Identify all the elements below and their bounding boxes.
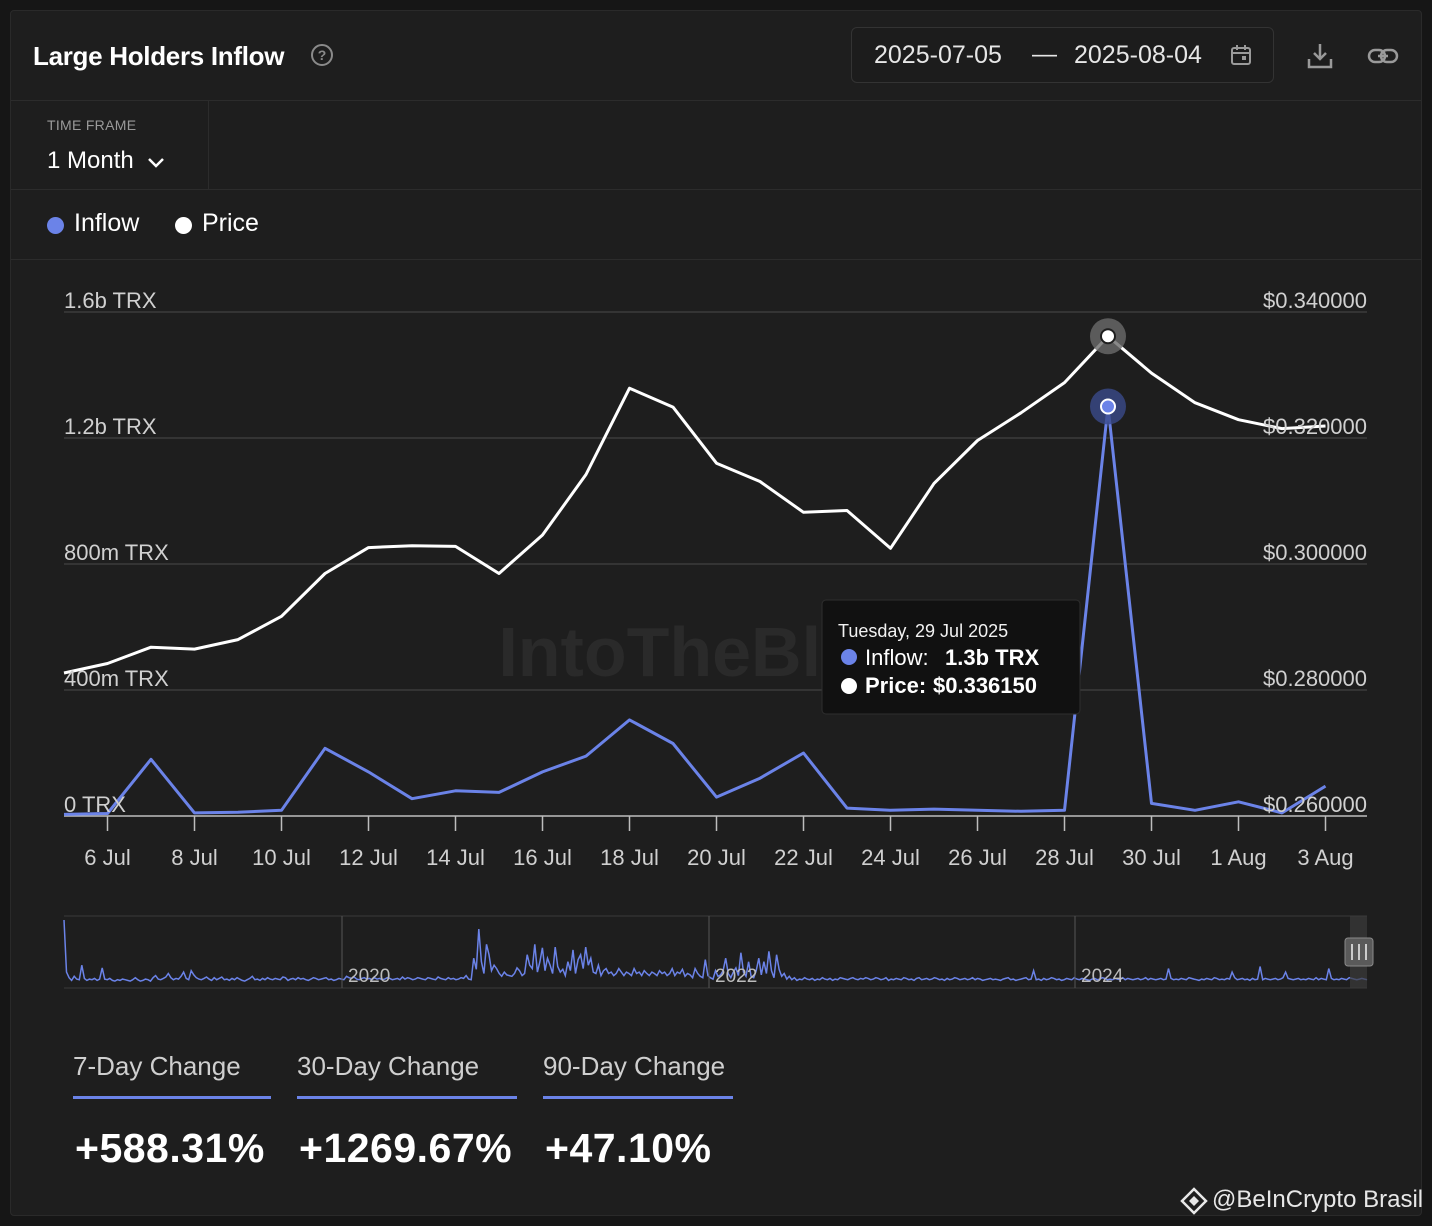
change-value: +588.31% <box>75 1125 265 1171</box>
y-left-tick-label: 1.2b TRX <box>64 414 157 439</box>
x-tick-label: 16 Jul <box>513 845 572 870</box>
x-tick-label: 8 Jul <box>171 845 217 870</box>
credit: @BeInCrypto Brasil <box>1212 1186 1424 1213</box>
y-left-tick-label: 800m TRX <box>64 540 169 565</box>
calendar-icon[interactable] <box>1230 44 1252 66</box>
legend-dot-price <box>175 217 192 234</box>
x-tick-label: 6 Jul <box>84 845 130 870</box>
change-value: +1269.67% <box>299 1125 513 1171</box>
chevron-down-icon[interactable] <box>147 157 165 169</box>
y-right-tick-label: $0.340000 <box>1263 288 1367 313</box>
y-left-tick-label: 400m TRX <box>64 666 169 691</box>
change-label: 90-Day Change <box>543 1051 726 1081</box>
series-line-inflow <box>63 405 1327 816</box>
x-tick-label: 24 Jul <box>861 845 920 870</box>
legend-label-inflow: Inflow <box>74 209 140 237</box>
change-underline <box>73 1096 271 1099</box>
overview-year-label: 2020 <box>348 966 390 987</box>
x-tick-label: 20 Jul <box>687 845 746 870</box>
tooltip-price-dot <box>841 678 857 694</box>
download-icon[interactable] <box>1305 41 1335 71</box>
tooltip-date: Tuesday, 29 Jul 2025 <box>838 621 1008 641</box>
overview-year-label: 2022 <box>715 966 757 987</box>
y-left-tick-label: 0 TRX <box>64 792 126 817</box>
change-value: +47.10% <box>545 1125 712 1171</box>
date-range-picker[interactable]: 2025-07-05 — 2025-08-04 <box>851 27 1274 83</box>
beincrypto-logo-icon <box>1180 1187 1208 1215</box>
timeframe-label: TIME FRAME <box>47 117 137 133</box>
overview-year-label: 2024 <box>1081 966 1124 987</box>
timeframe-value[interactable]: 1 Month <box>47 147 134 174</box>
date-separator: — <box>1032 40 1057 68</box>
x-tick-label: 30 Jul <box>1122 845 1181 870</box>
change-label: 7-Day Change <box>73 1051 241 1081</box>
divider <box>11 259 1421 260</box>
header: Large Holders Inflow ? 2025-07-05 — 2025… <box>11 11 1421 101</box>
hover-point-inflow <box>1100 398 1116 415</box>
x-tick-label: 12 Jul <box>339 845 398 870</box>
chart-panel: Large Holders Inflow ? 2025-07-05 — 2025… <box>10 10 1422 1216</box>
tooltip: Tuesday, 29 Jul 2025 Inflow: 1.3b TRX Pr… <box>821 599 1081 715</box>
tooltip-inflow-dot <box>841 649 857 665</box>
timeframe-selector[interactable]: TIME FRAME 1 Month <box>11 101 209 189</box>
link-icon[interactable] <box>1366 41 1400 71</box>
help-icon[interactable]: ? <box>311 44 333 66</box>
date-end[interactable]: 2025-08-04 <box>1074 41 1202 69</box>
tooltip-box <box>821 599 1081 715</box>
change-underline <box>543 1096 733 1099</box>
change-label: 30-Day Change <box>297 1051 480 1081</box>
legend-label-price: Price <box>202 209 259 237</box>
x-tick-label: 10 Jul <box>252 845 311 870</box>
date-start[interactable]: 2025-07-05 <box>874 41 1002 69</box>
hover-point-price <box>1100 328 1116 345</box>
x-tick-label: 1 Aug <box>1210 845 1266 870</box>
overview-navigator[interactable]: 2020 2022 2024 <box>63 915 1374 989</box>
change-underline <box>297 1096 517 1099</box>
tooltip-inflow-value: 1.3b TRX <box>945 645 1039 670</box>
y-right-tick-label: $0.300000 <box>1263 540 1367 565</box>
tooltip-price-value: $0.336150 <box>933 673 1037 698</box>
y-left-tick-label: 1.6b TRX <box>64 288 157 313</box>
y-right-tick-label: $0.320000 <box>1263 414 1367 439</box>
y-right-tick-label: $0.280000 <box>1263 666 1367 691</box>
x-tick-label: 3 Aug <box>1297 845 1353 870</box>
overview-series-inflow <box>63 919 1368 983</box>
x-tick-label: 22 Jul <box>774 845 833 870</box>
x-tick-label: 14 Jul <box>426 845 485 870</box>
divider <box>11 189 1421 190</box>
tooltip-inflow-label: Inflow: <box>865 645 929 670</box>
x-tick-label: 26 Jul <box>948 845 1007 870</box>
x-tick-label: 18 Jul <box>600 845 659 870</box>
page-title: Large Holders Inflow <box>33 41 285 71</box>
tooltip-price-label: Price: <box>865 673 926 698</box>
legend-dot-inflow <box>47 217 64 234</box>
x-tick-label: 28 Jul <box>1035 845 1094 870</box>
y-right-tick-label: $0.260000 <box>1263 792 1367 817</box>
